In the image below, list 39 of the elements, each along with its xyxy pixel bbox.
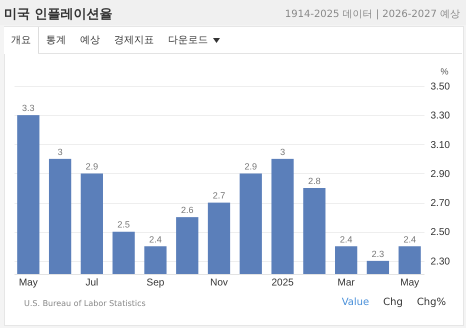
y-tick-label: 3.50 bbox=[430, 82, 450, 92]
x-tick-label: May bbox=[18, 278, 38, 288]
y-tick-label: 3.30 bbox=[430, 110, 450, 122]
data-label: 3.3 bbox=[22, 103, 35, 114]
data-label: 2.4 bbox=[403, 234, 416, 244]
x-tick-label: Mar bbox=[338, 278, 356, 288]
text: U.S. Bureau of Labor Statistics bbox=[24, 299, 146, 308]
data-label: 2.5 bbox=[117, 220, 130, 230]
data-label: 2.4 bbox=[340, 234, 352, 244]
data-label: 3 bbox=[280, 146, 286, 157]
data-label: 2.3 bbox=[372, 248, 384, 259]
text: 통계 bbox=[45, 34, 67, 48]
y-axis-title: % bbox=[440, 66, 448, 76]
data-label: 2.6 bbox=[180, 205, 194, 216]
x-tick-label: Jul bbox=[85, 278, 98, 288]
x-tick-label: 2025 bbox=[271, 278, 294, 288]
text: Value bbox=[342, 297, 370, 308]
data-label: 2.7 bbox=[212, 190, 226, 201]
chart-subtitle: 1914-2025 데이터 | 2026-2027 예상 bbox=[284, 8, 460, 21]
chart-title: 미국 인플레이션율 bbox=[4, 6, 113, 23]
data-label: 2.8 bbox=[308, 176, 321, 186]
y-tick-label: 2.30 bbox=[430, 256, 450, 268]
data-label: 3 bbox=[58, 146, 63, 157]
text: 개요 bbox=[4, 27, 39, 54]
x-tick-label: Sep bbox=[146, 278, 165, 288]
text: Chg bbox=[383, 297, 403, 308]
data-label: 2.9 bbox=[244, 161, 258, 172]
text: 다운로드 bbox=[167, 34, 209, 48]
y-tick-label: 3.10 bbox=[430, 140, 450, 151]
y-tick-label: 2.70 bbox=[430, 198, 450, 210]
text: Chg% bbox=[416, 297, 446, 308]
data-label: 2.9 bbox=[86, 161, 98, 172]
data-label: 2.4 bbox=[149, 234, 162, 244]
text: 경제지표 bbox=[113, 34, 155, 48]
y-tick-label: 2.90 bbox=[430, 168, 450, 180]
x-tick-label: May bbox=[400, 278, 420, 288]
x-tick-label: Nov bbox=[210, 278, 228, 288]
y-tick-label: 2.50 bbox=[430, 227, 450, 238]
text: 예상 bbox=[79, 34, 101, 48]
